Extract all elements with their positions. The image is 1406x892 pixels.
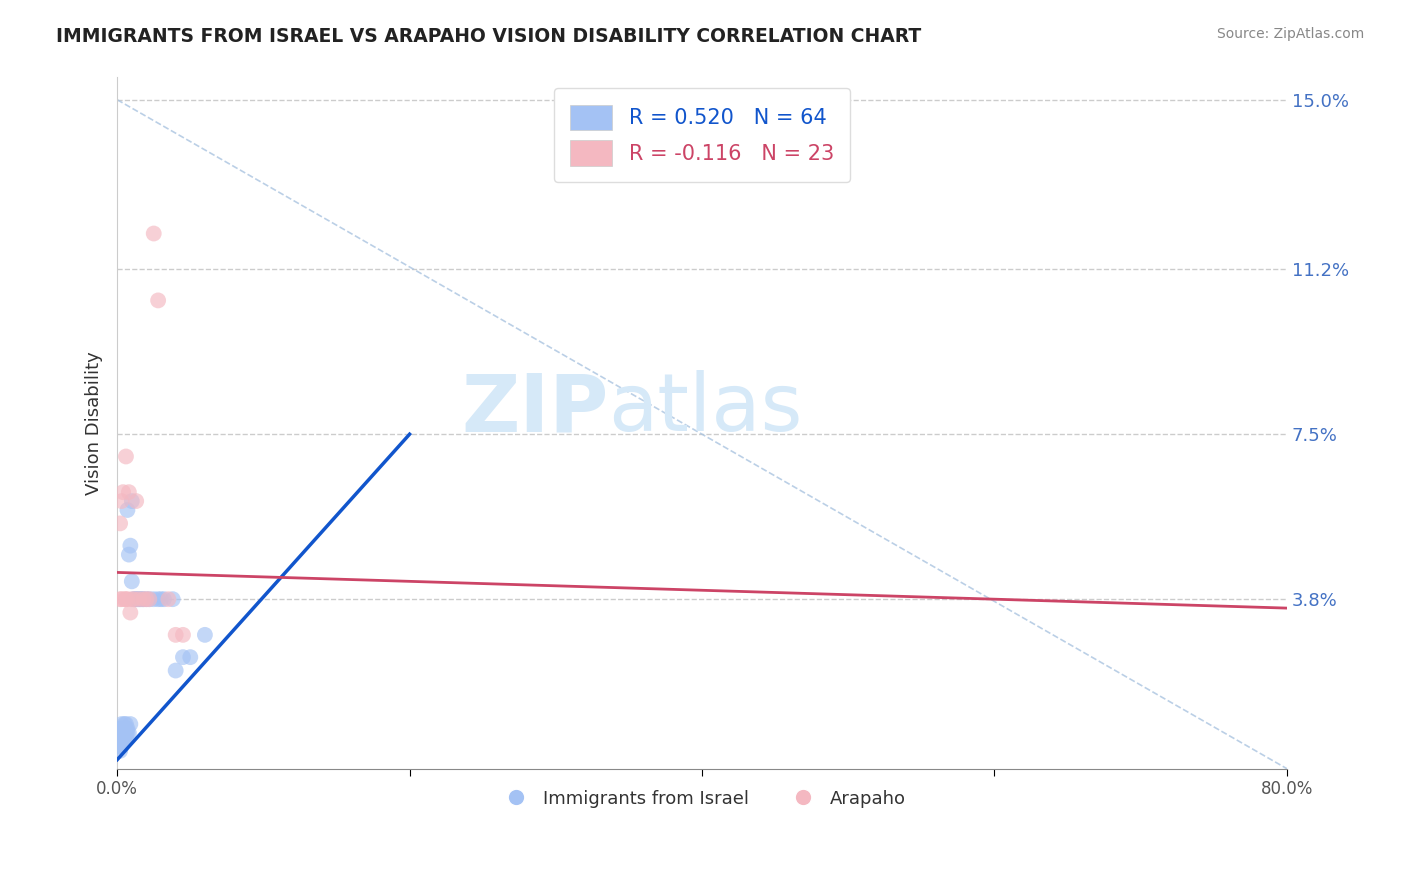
Point: [120, 606, 142, 620]
Point: [122, 592, 145, 607]
Point: [117, 722, 139, 736]
Point: [194, 628, 217, 642]
Point: [128, 592, 150, 607]
Point: [138, 592, 160, 607]
Point: [135, 592, 157, 607]
Point: [153, 592, 176, 607]
Point: [132, 592, 155, 607]
Point: [108, 731, 131, 745]
Point: [108, 592, 131, 607]
Point: [112, 735, 135, 749]
Point: [108, 731, 131, 745]
Point: [120, 539, 142, 553]
Point: [112, 722, 135, 736]
Point: [128, 592, 150, 607]
Point: [107, 739, 129, 754]
Point: [124, 592, 146, 607]
Point: [107, 735, 129, 749]
Point: [110, 731, 132, 745]
Point: [107, 735, 129, 749]
Text: atlas: atlas: [609, 370, 803, 448]
Point: [115, 450, 138, 464]
Point: [110, 494, 132, 508]
Point: [132, 592, 155, 607]
Point: [112, 726, 135, 740]
Point: [110, 717, 132, 731]
Point: [110, 739, 132, 754]
Point: [108, 744, 131, 758]
Point: [165, 664, 187, 678]
Point: [114, 592, 136, 607]
Point: [142, 592, 165, 607]
Point: [108, 735, 131, 749]
Point: [142, 227, 165, 241]
Text: Source: ZipAtlas.com: Source: ZipAtlas.com: [1216, 27, 1364, 41]
Point: [107, 739, 129, 754]
Point: [107, 726, 129, 740]
Point: [179, 650, 201, 665]
Point: [125, 494, 148, 508]
Point: [108, 722, 131, 736]
Point: [131, 592, 153, 607]
Text: ZIP: ZIP: [461, 370, 609, 448]
Point: [157, 592, 180, 607]
Point: [110, 731, 132, 745]
Point: [110, 592, 132, 607]
Point: [107, 739, 129, 754]
Point: [107, 731, 129, 745]
Point: [114, 717, 136, 731]
Point: [114, 726, 136, 740]
Point: [118, 548, 141, 562]
Point: [138, 592, 160, 607]
Point: [108, 739, 131, 754]
Point: [112, 731, 135, 745]
Text: IMMIGRANTS FROM ISRAEL VS ARAPAHO VISION DISABILITY CORRELATION CHART: IMMIGRANTS FROM ISRAEL VS ARAPAHO VISION…: [56, 27, 921, 45]
Point: [115, 722, 138, 736]
Point: [127, 592, 149, 607]
Point: [118, 485, 141, 500]
Point: [110, 726, 132, 740]
Point: [162, 592, 184, 607]
Point: [117, 503, 139, 517]
Point: [114, 722, 136, 736]
Y-axis label: Vision Disability: Vision Disability: [86, 351, 103, 495]
Point: [121, 592, 143, 607]
Point: [115, 592, 138, 607]
Point: [108, 516, 131, 531]
Point: [150, 592, 173, 607]
Point: [172, 628, 194, 642]
Point: [165, 628, 187, 642]
Point: [135, 592, 157, 607]
Point: [107, 731, 129, 745]
Point: [108, 735, 131, 749]
Point: [115, 731, 138, 745]
Point: [108, 726, 131, 740]
Point: [124, 592, 146, 607]
Point: [172, 650, 194, 665]
Point: [125, 592, 148, 607]
Point: [121, 494, 143, 508]
Point: [110, 722, 132, 736]
Point: [114, 735, 136, 749]
Point: [117, 726, 139, 740]
Point: [114, 731, 136, 745]
Point: [110, 735, 132, 749]
Point: [117, 592, 139, 607]
Point: [115, 717, 138, 731]
Point: [118, 726, 141, 740]
Point: [146, 293, 169, 308]
Point: [115, 726, 138, 740]
Legend: Immigrants from Israel, Arapaho: Immigrants from Israel, Arapaho: [491, 782, 914, 815]
Point: [120, 717, 142, 731]
Point: [121, 574, 143, 589]
Point: [146, 592, 169, 607]
Point: [112, 485, 135, 500]
Point: [129, 592, 152, 607]
